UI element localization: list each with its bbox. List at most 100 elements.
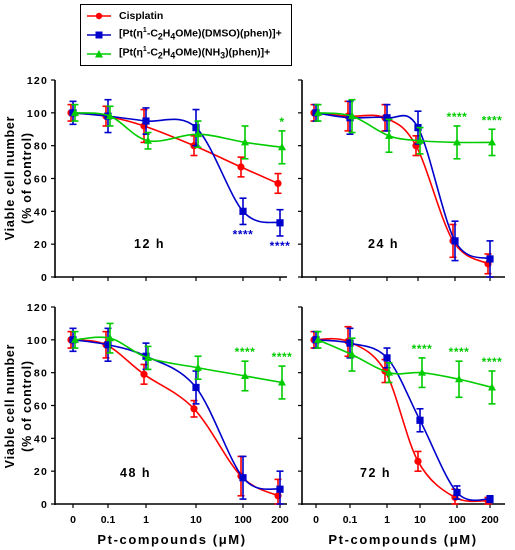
data-point xyxy=(192,124,200,132)
y-axis-title: (% of control) xyxy=(20,360,34,452)
data-point xyxy=(486,255,494,263)
x-tick-label: 0 xyxy=(70,514,76,526)
y-tick-label: 20 xyxy=(34,239,48,251)
x-tick-label: 0.1 xyxy=(343,514,358,526)
legend-label: [Pt(η1-C2H4OMe)(DMSO)(phen)]+ xyxy=(119,27,282,42)
data-point xyxy=(451,237,459,245)
series-curve xyxy=(313,337,489,503)
y-tick-label: 100 xyxy=(27,108,48,120)
panel-time-label: 72 h xyxy=(360,466,391,480)
legend-label: Cisplatin xyxy=(119,9,164,22)
x-tick-label: 1 xyxy=(143,514,149,526)
data-point xyxy=(278,143,286,151)
data-point xyxy=(486,495,494,503)
data-point xyxy=(239,474,247,482)
series-curve xyxy=(315,112,491,260)
x-tick-label: 1 xyxy=(384,514,390,526)
y-tick-label: 120 xyxy=(27,75,48,87)
data-point xyxy=(237,163,245,171)
x-tick-label: 200 xyxy=(481,514,499,526)
data-point xyxy=(144,353,152,361)
significance-stars: **** xyxy=(235,345,256,359)
panel-time-label: 48 h xyxy=(120,466,151,480)
data-point xyxy=(106,333,114,342)
data-point xyxy=(71,335,79,343)
data-point xyxy=(241,138,249,146)
series-curve xyxy=(74,112,283,149)
y-axis-title: Viable cell number xyxy=(3,344,17,469)
data-point xyxy=(455,375,463,383)
data-point xyxy=(144,136,152,144)
series-curve xyxy=(72,112,281,224)
significance-stars: **** xyxy=(272,350,293,364)
series-curve xyxy=(72,339,281,491)
x-tick-label: 0.1 xyxy=(101,514,116,526)
data-point xyxy=(140,370,148,378)
significance-stars: **** xyxy=(233,227,254,241)
data-point xyxy=(142,117,150,125)
data-point xyxy=(488,383,496,391)
y-tick-label: 40 xyxy=(34,206,48,218)
significance-stars: **** xyxy=(482,355,503,369)
data-point xyxy=(414,457,422,465)
data-point xyxy=(71,108,79,116)
x-tick-label: 100 xyxy=(448,514,466,526)
legend-marker-triangle-icon xyxy=(87,49,111,57)
data-point xyxy=(418,368,426,376)
data-point xyxy=(194,129,202,138)
x-tick-label: 200 xyxy=(271,514,289,526)
y-axis-title: Viable cell number xyxy=(3,116,17,241)
legend-label: [Pt(η1-C2H4OMe)(NH3)(phen)]+ xyxy=(119,46,271,61)
legend-marker-circle-icon xyxy=(87,12,111,19)
significance-stars: **** xyxy=(449,345,470,359)
significance-stars: **** xyxy=(482,113,503,127)
data-point xyxy=(385,131,393,139)
data-point xyxy=(314,335,322,343)
series-curve xyxy=(74,336,283,384)
legend-item-dmso-complex: [Pt(η1-C2H4OMe)(DMSO)(phen)]+ xyxy=(85,26,282,43)
x-tick-label: 10 xyxy=(190,514,202,526)
x-axis-title: Pt-compounds (μM) xyxy=(328,532,477,547)
data-point xyxy=(348,350,356,358)
legend: Cisplatin [Pt(η1-C2H4OMe)(DMSO)(phen)]+ … xyxy=(80,4,292,66)
data-point xyxy=(416,416,424,424)
series-curve xyxy=(313,112,489,265)
series-curve xyxy=(317,339,493,389)
panel-time-label: 12 h xyxy=(134,237,165,251)
data-point xyxy=(276,219,284,227)
data-point xyxy=(383,114,391,122)
data-point xyxy=(192,383,200,392)
x-tick-label: 100 xyxy=(234,514,252,526)
y-tick-label: 0 xyxy=(41,272,48,284)
data-point xyxy=(346,339,354,347)
legend-item-cisplatin: Cisplatin xyxy=(85,7,163,24)
x-tick-label: 10 xyxy=(414,514,426,526)
data-point xyxy=(190,405,198,413)
data-point xyxy=(314,108,322,116)
significance-stars: **** xyxy=(447,110,468,124)
data-point xyxy=(278,378,286,386)
x-axis-title: Pt-compounds (μM) xyxy=(97,532,246,547)
data-point xyxy=(416,136,424,144)
y-tick-label: 20 xyxy=(34,466,48,478)
data-point xyxy=(142,352,150,360)
data-point xyxy=(274,179,282,188)
y-tick-label: 60 xyxy=(34,174,48,186)
data-point xyxy=(241,371,249,379)
data-point xyxy=(348,111,356,120)
data-point xyxy=(239,207,247,215)
significance-stars: **** xyxy=(412,342,433,356)
significance-stars: **** xyxy=(270,239,291,253)
data-point xyxy=(488,138,496,146)
series-curve xyxy=(317,112,493,144)
data-point xyxy=(106,111,114,120)
y-tick-label: 0 xyxy=(41,499,48,511)
y-tick-label: 60 xyxy=(34,401,48,413)
y-tick-label: 120 xyxy=(27,302,48,314)
data-point xyxy=(276,485,284,493)
series-curve xyxy=(70,112,279,185)
x-tick-label: 0 xyxy=(313,514,319,526)
significance-stars: * xyxy=(279,115,284,129)
data-point xyxy=(453,488,461,497)
